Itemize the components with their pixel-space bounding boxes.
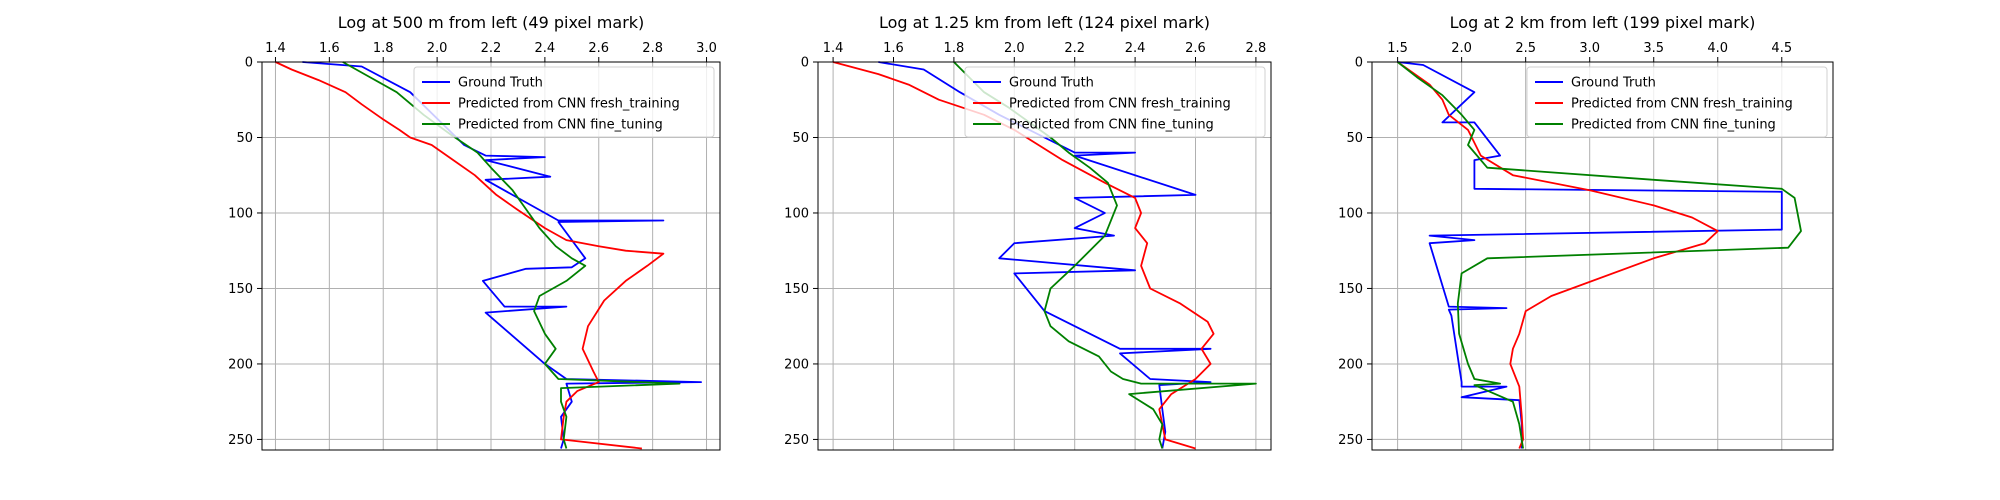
legend-box (413, 66, 715, 138)
series-line-predicted-from-cnn-fresh-training (1397, 61, 1719, 449)
x-tick-label: 2.0 (1451, 41, 1472, 56)
series-line-ground-truth (878, 61, 1212, 449)
y-tick-label: 0 (801, 56, 809, 71)
series-lines (275, 61, 702, 450)
y-tick-label: 200 (1338, 357, 1363, 372)
legend: Ground Truth Predicted from CNN fresh_tr… (413, 66, 715, 138)
chart-panel-500m: Log at 500 m from left (49 pixel mark) 1… (228, 13, 721, 451)
y-tick-label: 0 (1355, 56, 1363, 71)
chart-title: Log at 2 km from left (199 pixel mark) (1450, 13, 1756, 32)
legend: Ground Truth Predicted from CNN fresh_tr… (964, 66, 1266, 138)
legend-label-ground-truth: Ground Truth (1009, 76, 1094, 91)
y-tick-label: 250 (1338, 433, 1363, 448)
plot-frame (261, 61, 721, 451)
y-tick-label: 50 (236, 131, 253, 146)
y-tick-label: 100 (784, 206, 809, 221)
x-tick-label: 1.5 (1387, 41, 1408, 56)
x-tick-label: 2.2 (481, 41, 502, 56)
x-tick-label: 2.0 (427, 41, 448, 56)
axis-ticks: 1.5 2.0 2.5 3.0 3.5 4.0 4.5 0 50 100 150 200 250 (1338, 41, 1792, 448)
x-tick-label: 4.0 (1707, 41, 1728, 56)
x-tick-label: 3.0 (696, 41, 717, 56)
legend-box (1526, 66, 1828, 138)
y-tick-label: 100 (228, 206, 253, 221)
x-tick-label: 3.0 (1579, 41, 1600, 56)
y-tick-label: 250 (784, 433, 809, 448)
series-line-predicted-from-cnn-fine-tuning (1397, 61, 1802, 449)
x-tick-label: 2.6 (1185, 41, 1206, 56)
x-tick-label: 1.8 (944, 41, 965, 56)
y-tick-label: 150 (228, 282, 253, 297)
x-tick-label: 1.6 (883, 41, 904, 56)
legend-box (964, 66, 1266, 138)
series-line-predicted-from-cnn-fresh-training (275, 61, 665, 450)
y-tick-label: 0 (245, 56, 253, 71)
x-tick-label: 2.4 (1125, 41, 1146, 56)
y-tick-label: 150 (784, 282, 809, 297)
x-tick-label: 1.4 (265, 41, 286, 56)
x-tick-label: 1.4 (823, 41, 844, 56)
x-tick-label: 2.4 (535, 41, 556, 56)
x-tick-label: 1.8 (373, 41, 394, 56)
legend-label-fresh-training: Predicted from CNN fresh_training (1009, 97, 1231, 112)
legend: Ground Truth Predicted from CNN fresh_tr… (1526, 66, 1828, 138)
y-tick-label: 250 (228, 433, 253, 448)
x-tick-label: 2.5 (1515, 41, 1536, 56)
x-tick-label: 2.0 (1004, 41, 1025, 56)
legend-label-fresh-training: Predicted from CNN fresh_training (1571, 97, 1793, 112)
y-tick-label: 100 (1338, 206, 1363, 221)
series-line-predicted-from-cnn-fine-tuning (342, 61, 681, 449)
x-tick-label: 2.8 (1246, 41, 1267, 56)
legend-label-fresh-training: Predicted from CNN fresh_training (458, 97, 680, 112)
x-tick-label: 4.5 (1771, 41, 1792, 56)
axis-ticks: 1.4 1.6 1.8 2.0 2.2 2.4 2.6 2.8 3.0 0 50 100 150 200 2… (228, 41, 717, 448)
chart-title: Log at 500 m from left (49 pixel mark) (338, 13, 645, 32)
axis-ticks: 1.4 1.6 1.8 2.0 2.2 2.4 2.6 2.8 0 50 100 150 200 250 (784, 41, 1266, 448)
y-tick-label: 50 (792, 131, 809, 146)
legend-label-ground-truth: Ground Truth (458, 76, 543, 91)
y-tick-label: 200 (228, 357, 253, 372)
x-tick-label: 2.6 (588, 41, 609, 56)
chart-panel-2km: Log at 2 km from left (199 pixel mark) 1… (1338, 13, 1834, 451)
legend-label-fine-tuning: Predicted from CNN fine_tuning (1571, 118, 1776, 133)
legend-label-ground-truth: Ground Truth (1571, 76, 1656, 91)
legend-label-fine-tuning: Predicted from CNN fine_tuning (458, 118, 663, 133)
y-tick-label: 150 (1338, 282, 1363, 297)
series-lines (1397, 61, 1802, 449)
x-tick-label: 2.8 (642, 41, 663, 56)
plot-frame (1371, 61, 1834, 451)
y-tick-label: 50 (1346, 131, 1363, 146)
x-tick-label: 1.6 (319, 41, 340, 56)
x-tick-label: 3.5 (1643, 41, 1664, 56)
y-tick-label: 200 (784, 357, 809, 372)
chart-panel-1-25km: Log at 1.25 km from left (124 pixel mark… (784, 13, 1272, 451)
legend-label-fine-tuning: Predicted from CNN fine_tuning (1009, 118, 1214, 133)
plot-frame (817, 61, 1272, 451)
x-tick-label: 2.2 (1064, 41, 1085, 56)
chart-title: Log at 1.25 km from left (124 pixel mark… (879, 13, 1210, 32)
